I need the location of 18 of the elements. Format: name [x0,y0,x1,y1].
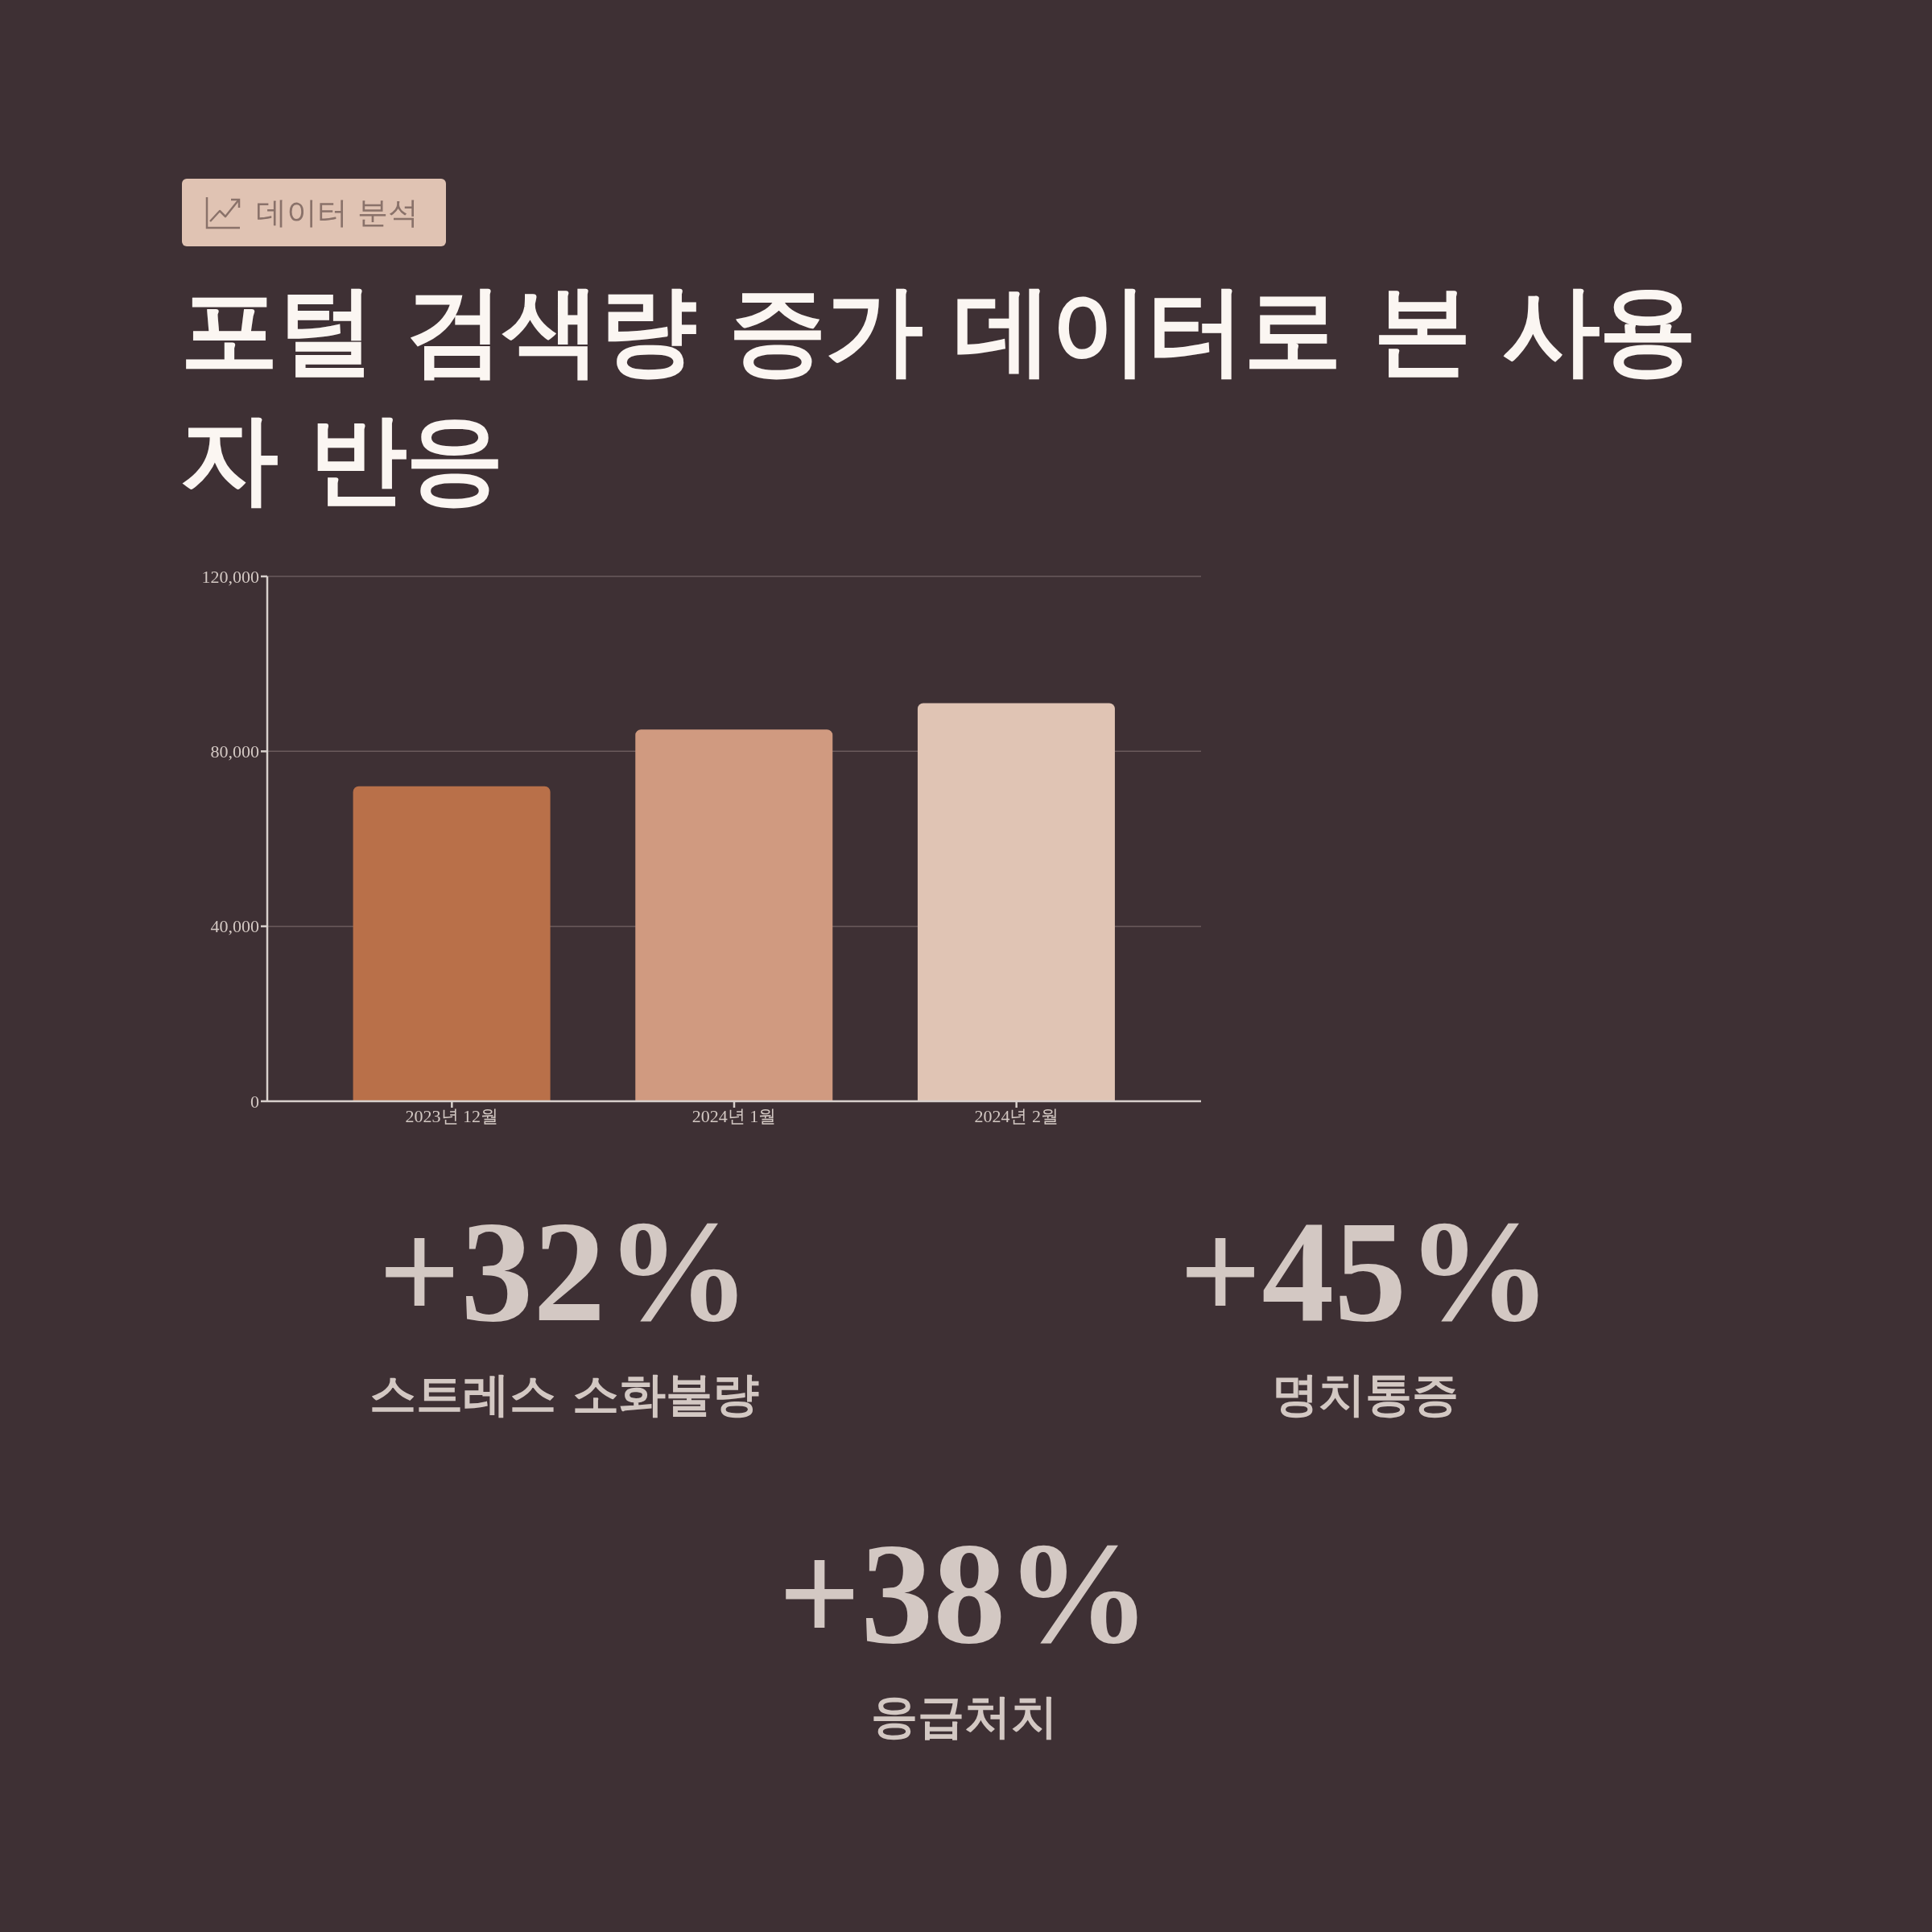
bar [917,703,1115,1101]
y-tick-label: 80,000 [210,741,259,762]
bar [353,786,551,1101]
text: +45% [1178,1191,1553,1352]
text: 스트레스 소화불량 [368,1366,761,1423]
y-tick-label: 0 [250,1091,259,1112]
x-tick-label: 2023년 12월 [405,1105,499,1126]
chart-subtitle: 데이터 분석 [256,193,419,232]
text: +38% [777,1513,1152,1674]
text: 명치통증 [1271,1366,1459,1423]
text: +32% [377,1191,752,1352]
text: 응급처치 [870,1688,1059,1745]
y-tick-label: 40,000 [210,916,259,937]
y-tick-label: 120,000 [201,566,259,587]
x-tick-label: 2024년 1월 [691,1105,777,1126]
x-tick-label: 2024년 2월 [974,1105,1059,1126]
chart-title: 포털 검색량 증가 데이터로 본 사용자 반응 [180,272,1697,518]
bar [635,729,833,1101]
